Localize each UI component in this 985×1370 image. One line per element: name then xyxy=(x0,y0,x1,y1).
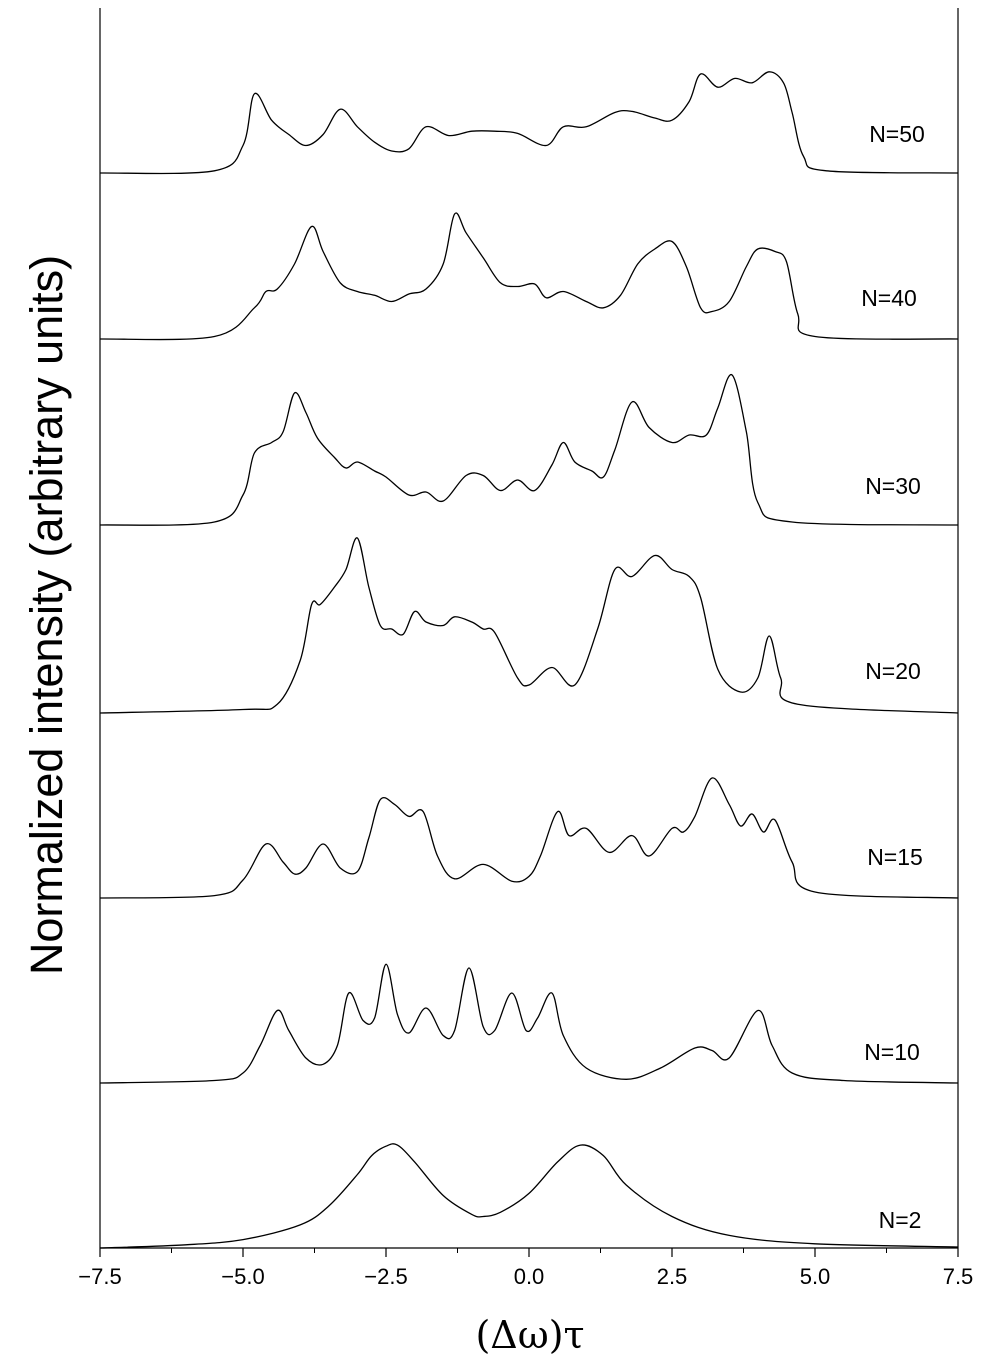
series-line-n30 xyxy=(99,374,959,526)
series-line-n40 xyxy=(99,212,959,341)
x-tick-label: 2.5 xyxy=(657,1264,688,1289)
x-tick-label: −2.5 xyxy=(364,1264,407,1289)
series-line-n10 xyxy=(99,963,959,1084)
series-label-n40: N=40 xyxy=(861,285,917,311)
series-label-n10: N=10 xyxy=(864,1039,920,1065)
x-tick-layer: −7.5 −5.0 −2.5 0.0 2.5 5.0 7.5 xyxy=(78,1248,973,1289)
series-line-n2 xyxy=(99,1143,959,1249)
x-tick-label: 7.5 xyxy=(943,1264,974,1289)
series-label-n20: N=20 xyxy=(865,658,921,684)
x-tick-label: 0.0 xyxy=(514,1264,545,1289)
series-line-n15 xyxy=(99,777,959,899)
y-axis-label: Normalized intensity (arbitrary units) xyxy=(21,255,72,975)
series-label-n50: N=50 xyxy=(869,121,925,147)
series-line-n20 xyxy=(99,537,959,714)
plot-frame xyxy=(99,8,959,1249)
x-tick-label: −7.5 xyxy=(78,1264,121,1289)
x-tick-label: 5.0 xyxy=(800,1264,831,1289)
series-label-n15: N=15 xyxy=(867,844,923,870)
series-label-n30: N=30 xyxy=(865,473,921,499)
series-label-n2: N=2 xyxy=(879,1207,922,1233)
x-axis-label: (Δω)τ xyxy=(475,1313,584,1357)
series-layer xyxy=(99,71,959,1249)
series-line-n50 xyxy=(99,71,959,175)
x-tick-label: −5.0 xyxy=(221,1264,264,1289)
series-label-layer: N=2 N=10 N=15 N=20 N=30 N=40 N=50 xyxy=(861,121,925,1233)
